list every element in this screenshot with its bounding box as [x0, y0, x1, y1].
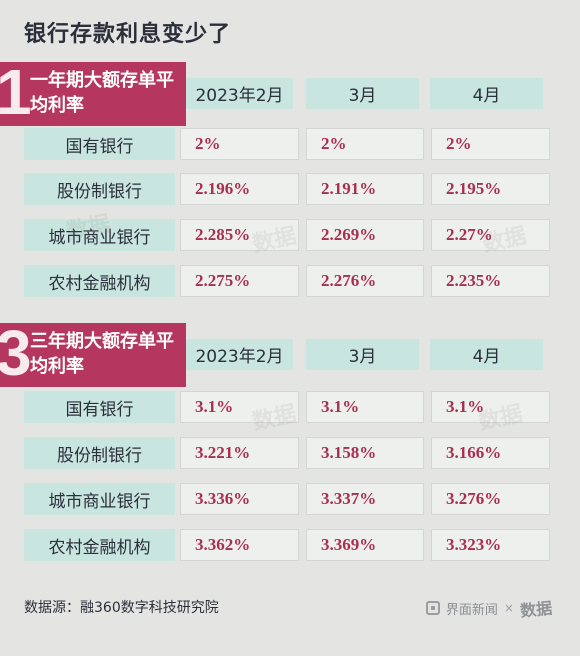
value-cell: 3.323%	[431, 529, 550, 561]
table-row: 国有银行 2% 2% 2%	[0, 128, 580, 160]
value-cell: 3.336%	[180, 483, 299, 515]
value-cell: 3.166%	[431, 437, 550, 469]
brand-name: 界面新闻	[445, 602, 498, 618]
section-badge: 1 一年期大额存单平均利率	[0, 62, 186, 126]
value-cell: 2.27%	[431, 219, 550, 251]
value-cell: 2%	[306, 128, 424, 160]
section-title: 一年期大额存单平均利率	[30, 70, 174, 116]
value-cell: 2.235%	[431, 265, 550, 297]
value-cell: 2.191%	[306, 173, 424, 205]
table-row: 农村金融机构 2.275% 2.276% 2.235%	[0, 265, 580, 297]
value-cell: 3.362%	[180, 529, 299, 561]
data-source: 数据源：融360数字科技研究院	[24, 600, 219, 616]
table-row: 国有银行 3.1% 3.1% 3.1%	[0, 391, 580, 423]
table-row: 股份制银行 3.221% 3.158% 3.166%	[0, 437, 580, 469]
value-cell: 3.276%	[431, 483, 550, 515]
value-cell: 2.269%	[306, 219, 424, 251]
brand-separator: ×	[503, 601, 514, 615]
value-cell: 3.158%	[306, 437, 424, 469]
data-logo-icon: 数据	[519, 598, 554, 621]
column-header-apr: 4月	[430, 339, 543, 370]
row-label: 国有银行	[24, 391, 175, 423]
brand-credits: 界面新闻 × 数据	[425, 596, 554, 621]
value-cell: 2.195%	[431, 173, 550, 205]
table-row: 城市商业银行 3.336% 3.337% 3.276%	[0, 483, 580, 515]
value-cell: 2.196%	[180, 173, 299, 205]
row-label: 股份制银行	[24, 173, 175, 205]
value-cell: 2.285%	[180, 219, 299, 251]
value-cell: 2%	[431, 128, 550, 160]
value-cell: 3.221%	[180, 437, 299, 469]
value-cell: 3.369%	[306, 529, 424, 561]
row-label: 农村金融机构	[24, 265, 175, 297]
value-cell: 2%	[180, 128, 299, 160]
section-badge: 3 三年期大额存单平均利率	[0, 323, 186, 387]
row-label: 国有银行	[24, 128, 175, 160]
column-header-feb: 2023年2月	[186, 78, 293, 109]
row-label: 城市商业银行	[24, 219, 175, 251]
value-cell: 3.1%	[306, 391, 424, 423]
column-header-feb: 2023年2月	[186, 339, 293, 370]
row-label: 城市商业银行	[24, 483, 175, 515]
table-row: 股份制银行 2.196% 2.191% 2.195%	[0, 173, 580, 205]
row-label: 农村金融机构	[24, 529, 175, 561]
value-cell: 3.337%	[306, 483, 424, 515]
page-title: 银行存款利息变少了	[24, 22, 232, 47]
value-cell: 3.1%	[431, 391, 550, 423]
row-label: 股份制银行	[24, 437, 175, 469]
jiemian-logo-icon	[425, 601, 440, 615]
section-title: 三年期大额存单平均利率	[30, 331, 174, 377]
value-cell: 3.1%	[180, 391, 299, 423]
column-header-mar: 3月	[306, 78, 419, 109]
table-row: 农村金融机构 3.362% 3.369% 3.323%	[0, 529, 580, 561]
section-number: 1	[0, 62, 32, 126]
value-cell: 2.275%	[180, 265, 299, 297]
value-cell: 2.276%	[306, 265, 424, 297]
column-header-apr: 4月	[430, 78, 543, 109]
section-number: 3	[0, 323, 32, 387]
table-row: 城市商业银行 2.285% 2.269% 2.27%	[0, 219, 580, 251]
column-header-mar: 3月	[306, 339, 419, 370]
